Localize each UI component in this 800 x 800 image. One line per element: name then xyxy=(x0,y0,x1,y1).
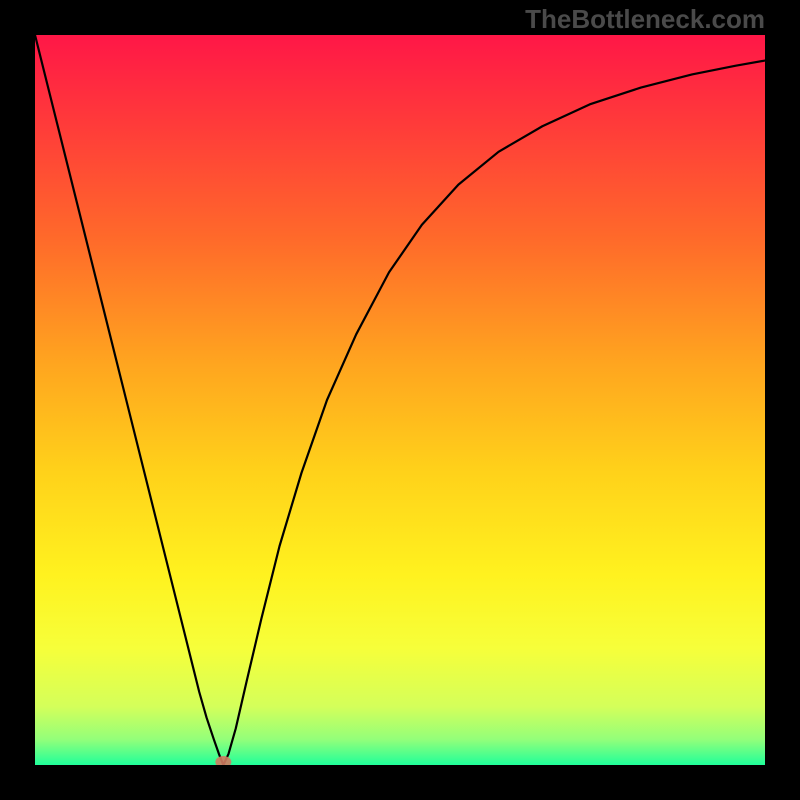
plot-area xyxy=(35,35,765,765)
watermark: TheBottleneck.com xyxy=(525,4,765,35)
curve-layer xyxy=(35,35,765,765)
chart-root: TheBottleneck.com xyxy=(0,0,800,800)
bottleneck-curve xyxy=(35,35,765,765)
optimal-marker xyxy=(215,756,231,765)
